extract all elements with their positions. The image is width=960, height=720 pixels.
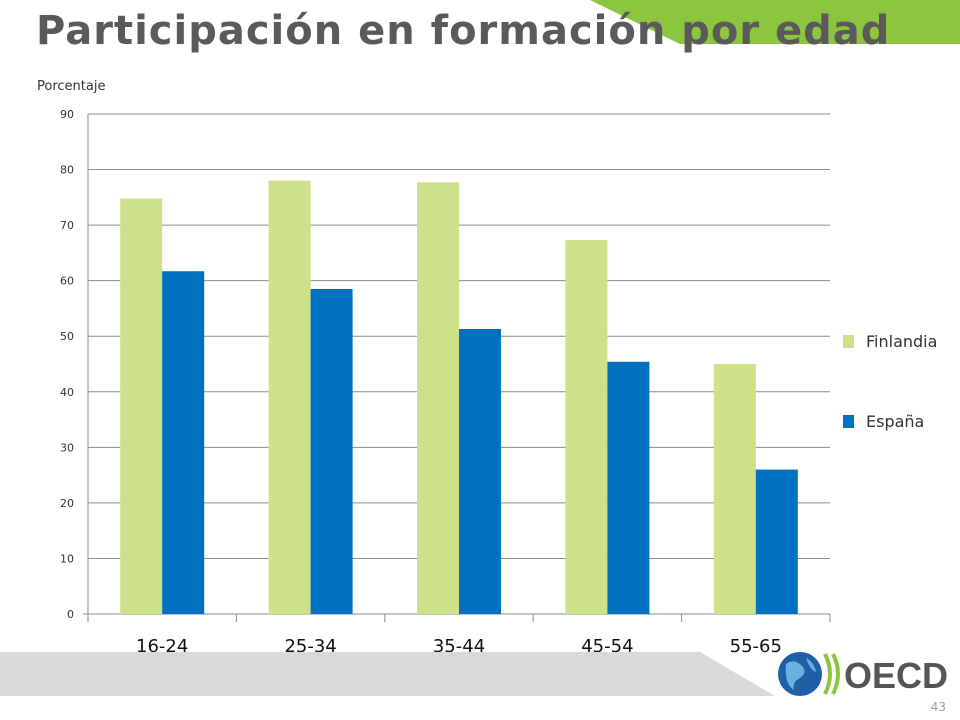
- slide-title: Participación en formación por edad: [36, 8, 891, 54]
- bar-espana: [310, 289, 353, 614]
- x-tick-label: 45-54: [581, 636, 633, 657]
- bar-espana: [459, 329, 501, 614]
- x-tick-label: 25-34: [284, 636, 336, 657]
- page-number: 43: [930, 700, 946, 714]
- y-tick-label: 0: [67, 608, 74, 621]
- bar-finlandia: [417, 182, 459, 615]
- bar-espana: [162, 271, 205, 614]
- legend-label-finlandia: Finlandia: [866, 332, 938, 351]
- oecd-logo-graphic: OECD: [778, 652, 948, 696]
- bar-espana: [607, 361, 650, 614]
- x-tick-label: 16-24: [136, 636, 188, 657]
- legend-item-finlandia: Finlandia: [843, 332, 937, 351]
- bar-finlandia: [268, 180, 311, 614]
- y-tick-label: 50: [60, 330, 74, 343]
- y-tick-label: 40: [60, 386, 74, 399]
- y-tick-label: 90: [60, 108, 74, 121]
- y-tick-label: 10: [60, 552, 74, 565]
- y-tick-label: 70: [60, 219, 74, 232]
- legend-label-espana: España: [866, 412, 925, 431]
- y-tick-label: 80: [60, 164, 74, 177]
- footer-band: [0, 652, 775, 696]
- oecd-logo-text: OECD: [844, 655, 947, 696]
- bar-finlandia: [713, 364, 756, 614]
- header-accent-shape: [590, 0, 960, 44]
- y-tick-label: 20: [60, 497, 74, 510]
- y-axis-label: Porcentaje: [37, 79, 106, 94]
- legend-swatch-finlandia: [843, 335, 854, 348]
- bar-finlandia: [565, 240, 608, 614]
- legend-item-espana: España: [843, 412, 924, 431]
- y-tick-label: 30: [60, 441, 74, 454]
- bar-finlandia: [120, 198, 163, 614]
- x-tick-label: 55-65: [730, 636, 782, 657]
- oecd-logo: OECD: [772, 646, 948, 706]
- y-tick-label: 60: [60, 275, 74, 288]
- legend-swatch-espana: [843, 415, 854, 428]
- bar-espana: [755, 469, 798, 614]
- x-tick-label: 35-44: [433, 636, 485, 657]
